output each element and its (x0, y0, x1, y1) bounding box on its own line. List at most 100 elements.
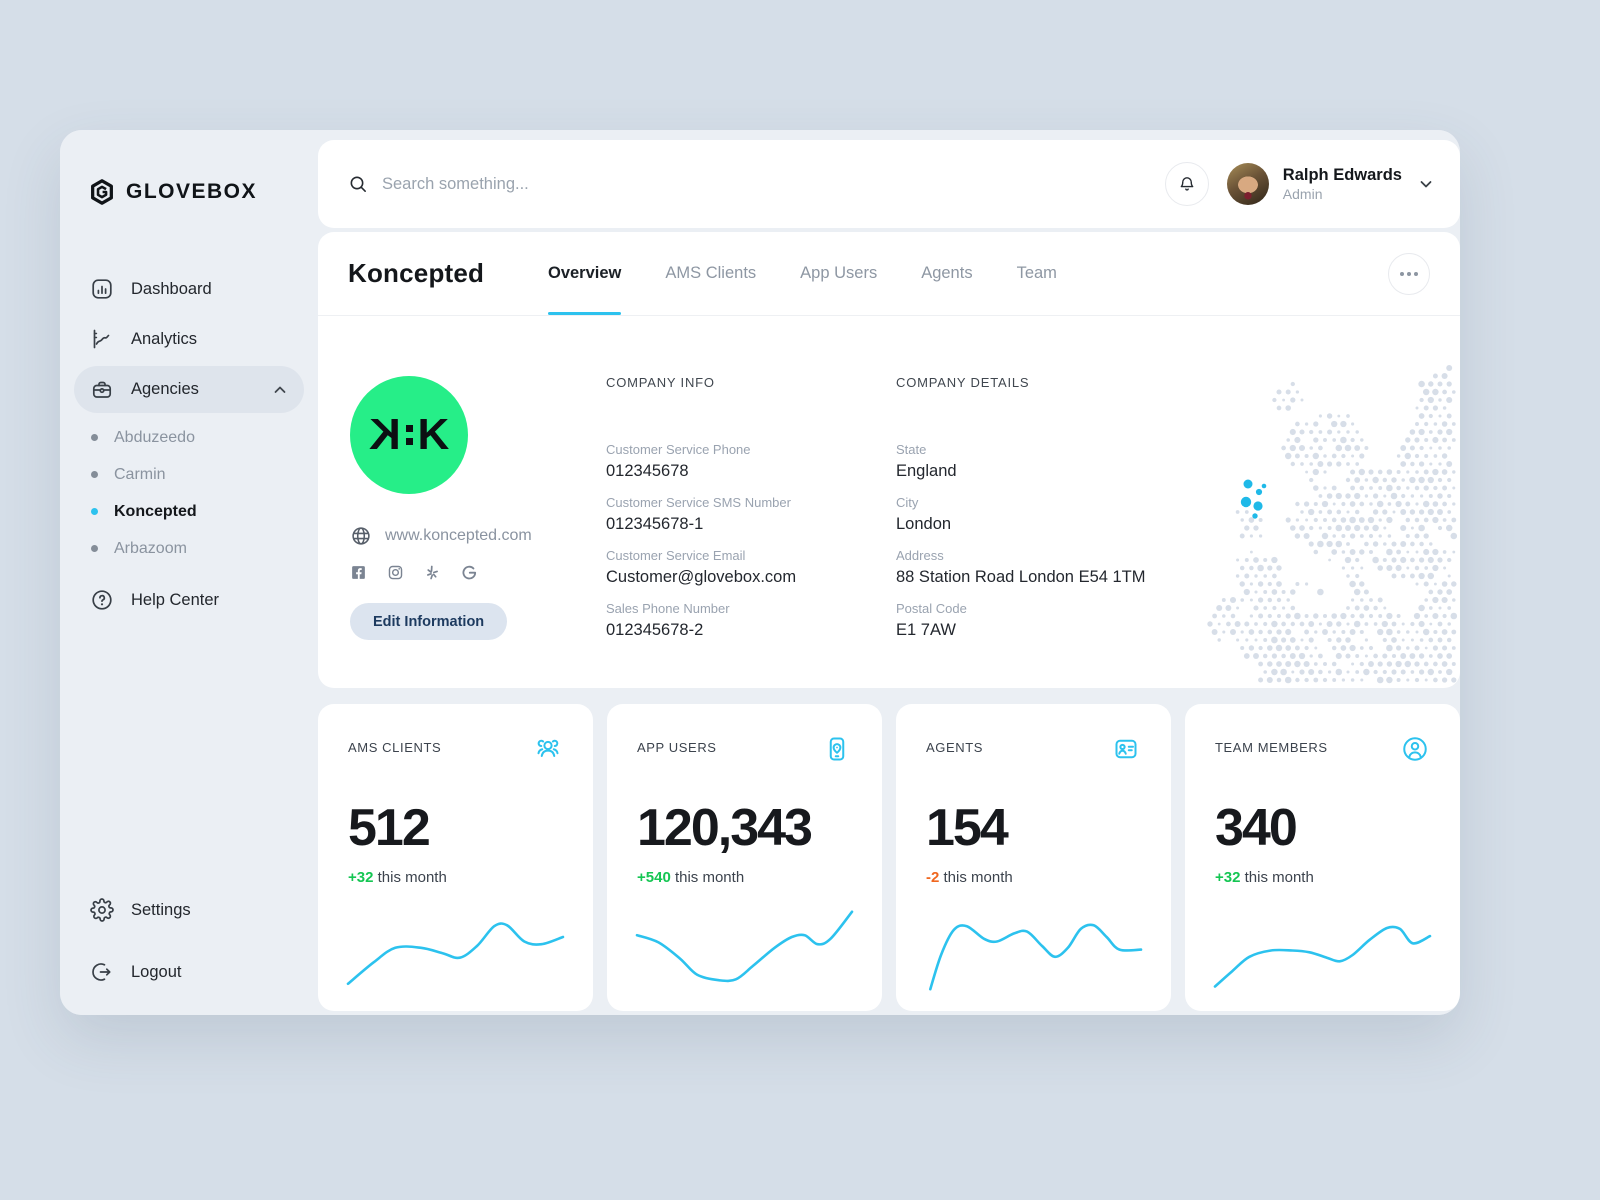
stat-value: 154 (926, 799, 1009, 857)
sidebar-nav: Dashboard Analytics Agencies (60, 264, 318, 625)
stat-sparkline (637, 901, 852, 991)
sidebar-item-agency-carmin[interactable]: Carmin (60, 456, 318, 493)
facebook-icon[interactable] (350, 564, 367, 581)
bullet-dot (91, 434, 98, 441)
google-icon[interactable] (461, 564, 478, 581)
bullet-dot-active (91, 508, 98, 515)
stat-label: AMS CLIENTS (348, 740, 442, 755)
analytics-icon (90, 327, 114, 351)
globe-icon (350, 525, 372, 547)
logout-icon (90, 960, 114, 984)
user-name: Ralph Edwards (1282, 165, 1402, 184)
stat-card-team-members: TEAM MEMBERS 340 +32 this month (1185, 704, 1460, 1011)
search-icon (348, 174, 368, 194)
sidebar-item-logout[interactable]: Logout (60, 947, 318, 997)
tabs-row: Koncepted Overview AMS Clients App Users… (318, 232, 1460, 316)
yelp-icon[interactable] (424, 564, 441, 581)
stat-delta: +32 this month (348, 869, 563, 886)
sidebar-item-agency-abduzeedo[interactable]: Abduzeedo (60, 419, 318, 456)
company-info-column: COMPANY INFO Customer Service Phone 0123… (606, 372, 896, 688)
europe-dot-map (1160, 316, 1460, 688)
sidebar-item-agency-koncepted[interactable]: Koncepted (60, 493, 318, 530)
stat-delta-amount: -2 (926, 869, 940, 886)
sidebar-item-settings[interactable]: Settings (60, 885, 318, 935)
stat-delta-suffix: this month (373, 869, 447, 886)
company-details-title: COMPANY DETAILS (896, 375, 1030, 390)
company-logo-letter: K (370, 410, 401, 459)
dashboard-icon (90, 277, 114, 301)
user-info: Ralph Edwards Admin (1283, 165, 1402, 203)
sidebar-bottom: Settings Logout (60, 885, 318, 997)
stat-sparkline (1215, 901, 1430, 991)
edit-information-button[interactable]: Edit Information (350, 603, 508, 640)
company-panel: Koncepted Overview AMS Clients App Users… (318, 232, 1460, 688)
company-logo-dots (405, 425, 413, 445)
stat-delta: -2 this month (926, 869, 1141, 886)
tabs: Overview AMS Clients App Users Agents Te… (548, 232, 1057, 315)
stat-label: TEAM MEMBERS (1215, 740, 1328, 755)
stat-label: APP USERS (637, 740, 717, 755)
stat-card-agents: AGENTS 154 -2 this month (896, 704, 1171, 1011)
bell-icon (1180, 177, 1194, 191)
field-customer-service-email: Customer Service Email Customer@glovebox… (606, 548, 797, 586)
sidebar-item-agency-arbazoom[interactable]: Arbazoom (60, 530, 318, 567)
company-website-link[interactable]: www.koncepted.com (385, 527, 532, 544)
stat-delta: +540 this month (637, 869, 852, 886)
company-overview: K K www.koncepted.com (318, 316, 1460, 688)
sidebar-item-help-center[interactable]: Help Center (60, 575, 318, 625)
stat-card-ams-clients: AMS CLIENTS 512 +32 this month (318, 704, 593, 1011)
glovebox-logo-icon (88, 178, 116, 206)
app-window: GLOVEBOX Dashboard Analytics Agencies (60, 130, 1460, 1015)
company-identity: K K www.koncepted.com (350, 372, 606, 688)
more-options-button[interactable] (1388, 252, 1430, 295)
brand-logo: GLOVEBOX (60, 178, 318, 206)
field-postal-code: Postal Code E1 7AW (896, 601, 967, 639)
tab-app-users[interactable]: App Users (800, 264, 878, 282)
chevron-down-icon[interactable] (1418, 176, 1434, 192)
stat-cards: AMS CLIENTS 512 +32 this month APP USERS… (318, 704, 1460, 1011)
company-website-row: www.koncepted.com (350, 525, 606, 547)
stat-label: AGENTS (926, 740, 984, 755)
main-area: Ralph Edwards Admin Koncepted Overview A… (318, 130, 1460, 1015)
tab-ams-clients[interactable]: AMS Clients (665, 264, 757, 282)
sidebar-item-analytics[interactable]: Analytics (60, 314, 318, 364)
stat-delta: +32 this month (1215, 869, 1430, 886)
tab-team[interactable]: Team (1016, 264, 1057, 282)
search-input[interactable] (382, 174, 802, 194)
user-avatar[interactable] (1226, 163, 1269, 205)
instagram-icon[interactable] (387, 564, 404, 581)
agency-label: Koncepted (114, 502, 197, 520)
field-state: State England (896, 442, 957, 480)
briefcase-icon (90, 378, 114, 402)
stat-delta-amount: +540 (637, 869, 671, 886)
agency-label: Abduzeedo (114, 428, 195, 446)
sidebar: GLOVEBOX Dashboard Analytics Agencies (60, 130, 318, 1015)
stat-delta-amount: +32 (348, 869, 374, 886)
tab-overview[interactable]: Overview (548, 232, 622, 315)
stat-delta-suffix: this month (1240, 869, 1314, 886)
company-details-column: COMPANY DETAILS State England City Londo… (896, 372, 1186, 688)
sidebar-item-label: Help Center (131, 590, 220, 609)
user-circle-icon (1400, 734, 1430, 764)
help-icon (90, 588, 114, 612)
stat-sparkline (926, 901, 1141, 991)
tab-agents[interactable]: Agents (921, 264, 973, 282)
brand-name: GLOVEBOX (126, 180, 258, 203)
sidebar-item-label: Dashboard (131, 279, 212, 298)
stat-delta-amount: +32 (1215, 869, 1241, 886)
social-links (350, 564, 606, 581)
page-title: Koncepted (348, 258, 485, 288)
user-role: Admin (1282, 185, 1323, 202)
sidebar-item-dashboard[interactable]: Dashboard (60, 264, 318, 314)
sidebar-item-agencies[interactable]: Agencies (74, 366, 304, 413)
agency-list: Abduzeedo Carmin Koncepted Arbazoom (60, 419, 318, 567)
agency-label: Carmin (114, 465, 166, 483)
chevron-up-icon (272, 382, 288, 398)
phone-location-icon (822, 734, 852, 764)
field-customer-service-phone: Customer Service Phone 012345678 (606, 442, 751, 480)
notifications-button[interactable] (1164, 162, 1209, 206)
field-sales-phone: Sales Phone Number 012345678-2 (606, 601, 730, 639)
bullet-dot (91, 545, 98, 552)
company-logo: K K (350, 376, 468, 494)
sidebar-item-label: Analytics (131, 329, 198, 348)
